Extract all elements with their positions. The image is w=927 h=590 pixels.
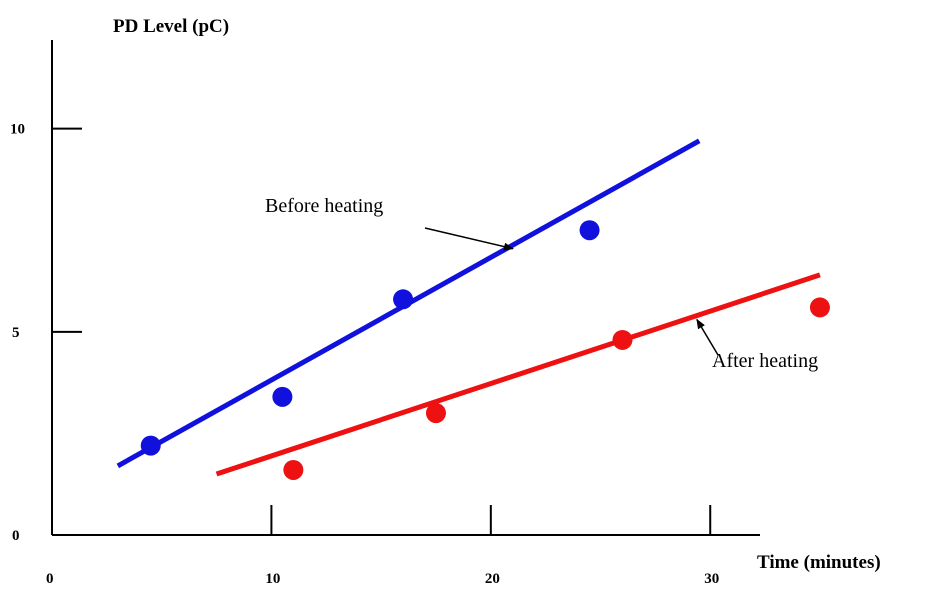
x-tick-label: 0 [46, 571, 54, 587]
fit-lines [116, 138, 821, 477]
y-tick-label: 5 [12, 325, 20, 341]
x-tick-label: 30 [704, 571, 719, 587]
after-heating-label: After heating [712, 350, 818, 372]
y-tick-label: 10 [10, 122, 25, 138]
ticks: 0 10 20 30 0 5 10 [10, 122, 719, 587]
after-heating-fit-line [215, 272, 821, 477]
after-heating-arrow [696, 318, 719, 356]
before-heating-arrow [424, 227, 514, 251]
before-heating-point [579, 220, 600, 241]
annotations: Before heating After heating [265, 195, 818, 372]
after-heating-point [809, 297, 830, 318]
data-points [140, 220, 830, 480]
x-axis-label: Time (minutes) [757, 552, 881, 573]
after-heating-point [612, 329, 633, 350]
y-tick-label: 0 [12, 528, 20, 544]
before-heating-point [272, 386, 293, 407]
before-heating-point [393, 289, 414, 310]
after-heating-point [425, 403, 446, 424]
y-axis-label: PD Level (pC) [113, 16, 229, 37]
after-heating-point [283, 459, 304, 480]
x-tick-label: 20 [485, 571, 500, 587]
before-heating-point [140, 435, 161, 456]
x-tick-label: 10 [265, 571, 280, 587]
before-heating-label: Before heating [265, 195, 383, 217]
axes [51, 40, 760, 536]
